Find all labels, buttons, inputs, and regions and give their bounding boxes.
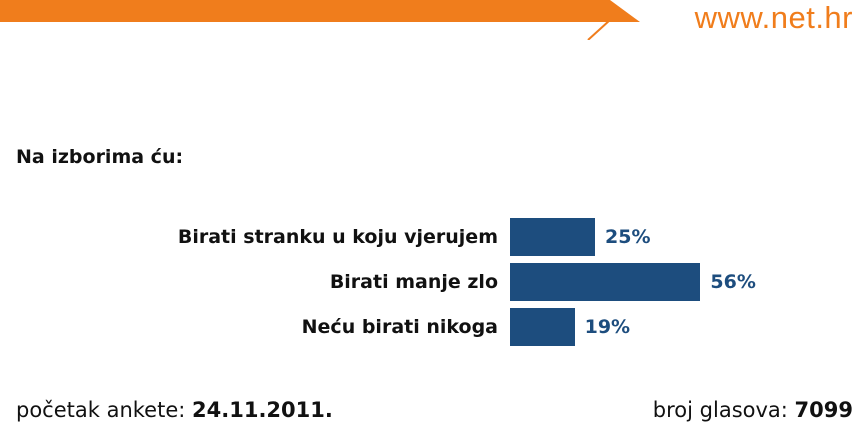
header-tab <box>0 0 640 22</box>
option-label: Neću birati nikoga <box>301 316 498 338</box>
poll-start: početak ankete: 24.11.2011. <box>16 398 333 422</box>
poll-question: Na izborima ću: <box>16 146 184 168</box>
poll-start-date: 24.11.2011. <box>192 398 333 422</box>
header-tab-edge <box>587 19 611 40</box>
header-banner <box>0 0 640 40</box>
option-percentage: 25% <box>605 226 651 248</box>
option-bar <box>510 308 575 346</box>
vote-count-value: 7099 <box>794 398 853 422</box>
option-percentage: 19% <box>584 316 631 338</box>
option-label: Birati manje zlo <box>329 271 498 293</box>
vote-count-label: broj glasova: <box>652 398 788 422</box>
option-label: Birati stranku u koju vjerujem <box>177 226 498 248</box>
vote-count: broj glasova: 7099 <box>653 398 853 422</box>
option-bar <box>510 263 701 301</box>
poll-start-label: početak ankete: <box>16 398 186 422</box>
option-percentage: 56% <box>710 271 756 293</box>
option-bar <box>510 218 595 256</box>
site-url[interactable]: www.net.hr <box>694 0 853 35</box>
